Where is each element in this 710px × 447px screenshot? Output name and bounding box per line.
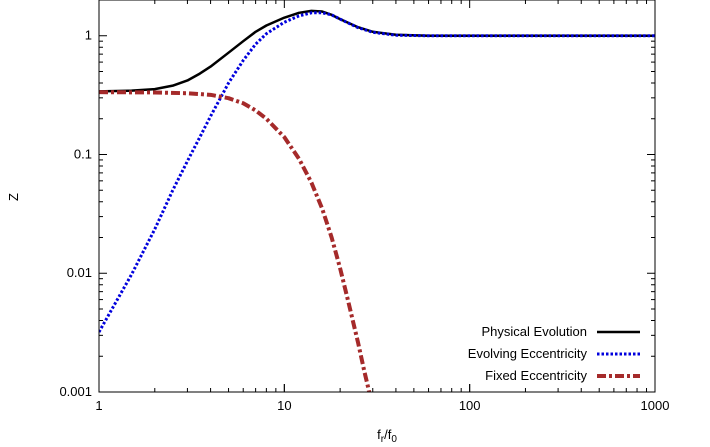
- y-tick-label: 0.001: [59, 384, 92, 399]
- tick-labels: 1 10 100 1000 0.001 0.01 0.1 1: [59, 28, 669, 413]
- legend-label-0: Physical Evolution: [482, 324, 588, 339]
- x-axis-label: fr/f0: [377, 427, 397, 445]
- plot-frame: [98, 0, 656, 393]
- x-tick-label: 1000: [641, 398, 670, 413]
- y-tick-label: 1: [85, 28, 92, 43]
- plot-area: [99, 9, 655, 392]
- legend: Physical Evolution Evolving Eccentricity F…: [468, 324, 640, 383]
- series-line-1: [99, 11, 655, 333]
- x-tick-label: 1: [95, 398, 102, 413]
- legend-label-1: Evolving Eccentricity: [468, 346, 588, 361]
- series-line-2: [99, 90, 372, 392]
- y-tick-label: 0.1: [74, 146, 92, 161]
- x-tick-label: 100: [459, 398, 481, 413]
- x-tick-label: 10: [277, 398, 291, 413]
- tick-marks: [98, 0, 656, 393]
- y-tick-label: 0.01: [67, 265, 92, 280]
- y-axis-label: Z: [6, 193, 21, 201]
- legend-label-2: Fixed Eccentricity: [485, 368, 587, 383]
